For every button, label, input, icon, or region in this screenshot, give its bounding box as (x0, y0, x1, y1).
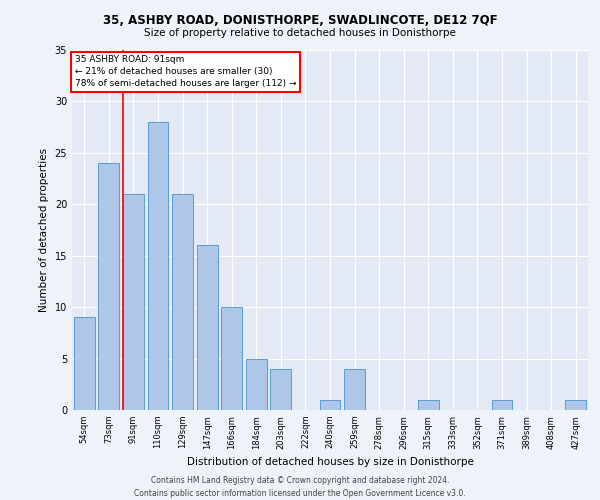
Bar (344, 369, 365, 410)
Text: Size of property relative to detached houses in Donisthorpe: Size of property relative to detached ho… (144, 28, 456, 38)
Bar (271, 369, 292, 410)
Bar (221, 307, 242, 410)
Bar (320, 400, 340, 410)
Bar (418, 400, 439, 410)
Bar (98, 163, 119, 410)
Bar (197, 246, 218, 410)
Bar (123, 194, 144, 410)
Bar (172, 194, 193, 410)
Bar (491, 400, 512, 410)
X-axis label: Distribution of detached houses by size in Donisthorpe: Distribution of detached houses by size … (187, 457, 473, 467)
Bar (74, 318, 95, 410)
Text: Contains HM Land Registry data © Crown copyright and database right 2024.
Contai: Contains HM Land Registry data © Crown c… (134, 476, 466, 498)
Text: 35 ASHBY ROAD: 91sqm
← 21% of detached houses are smaller (30)
78% of semi-detac: 35 ASHBY ROAD: 91sqm ← 21% of detached h… (74, 56, 296, 88)
Text: 35, ASHBY ROAD, DONISTHORPE, SWADLINCOTE, DE12 7QF: 35, ASHBY ROAD, DONISTHORPE, SWADLINCOTE… (103, 14, 497, 27)
Bar (565, 400, 586, 410)
Y-axis label: Number of detached properties: Number of detached properties (39, 148, 49, 312)
Bar (246, 358, 267, 410)
Bar (148, 122, 169, 410)
